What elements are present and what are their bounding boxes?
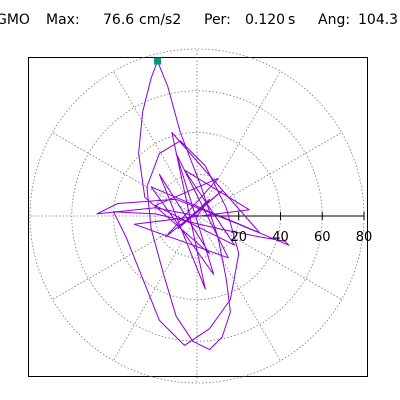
angle-label: Ang:	[318, 12, 350, 28]
period-label: Per:	[204, 12, 231, 28]
r-tick-label: 40	[272, 230, 289, 245]
grid-spoke	[196, 71, 281, 217]
max-marker	[154, 57, 162, 65]
orbit-trace	[96, 60, 290, 351]
period-unit: s	[288, 12, 295, 28]
r-tick-label: 80	[356, 230, 373, 245]
plot-frame	[28, 57, 368, 377]
period-value: 0.120	[245, 12, 285, 28]
max-label: Max:	[46, 12, 80, 28]
title-label: GMO	[0, 12, 30, 28]
chart-title: GMO Max: 76.6 cm/s2 Per: 0.120 s Ang: 10…	[0, 12, 398, 28]
max-unit: cm/s2	[139, 12, 181, 28]
r-tick-label: 60	[314, 230, 331, 245]
max-value: 76.6	[103, 12, 134, 28]
angle-value: 104.3	[358, 12, 398, 28]
r-tick-label: 20	[230, 230, 247, 245]
